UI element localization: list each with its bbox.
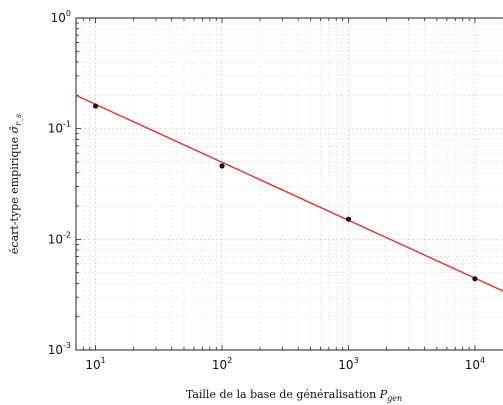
data-point bbox=[92, 103, 99, 109]
x-tick-label: 102 bbox=[212, 356, 232, 372]
x-tick-label: 101 bbox=[85, 356, 105, 372]
x-axis-title: Taille de la base de généralisation Pgen bbox=[186, 388, 402, 403]
series-layer bbox=[75, 94, 503, 292]
plot-frame bbox=[75, 17, 503, 351]
x-tick-label: 104 bbox=[465, 356, 485, 372]
data-point bbox=[219, 163, 225, 169]
grid-layer bbox=[75, 17, 503, 351]
y-tick-label: 10-2 bbox=[48, 230, 71, 246]
tick-marks bbox=[75, 17, 476, 351]
y-tick-label: 10-3 bbox=[48, 341, 71, 357]
data-point bbox=[472, 276, 478, 282]
x-tick-label: 103 bbox=[338, 356, 358, 372]
data-point bbox=[345, 216, 352, 222]
fit-line bbox=[75, 94, 503, 292]
y-axis-title: écart-type empirique σ̂r_s bbox=[8, 114, 23, 254]
tick-labels: 101 102 103 104 10-3 10-2 10-1 100 bbox=[48, 9, 485, 372]
y-tick-label: 10-1 bbox=[48, 120, 71, 136]
y-tick-label: 100 bbox=[51, 9, 71, 25]
